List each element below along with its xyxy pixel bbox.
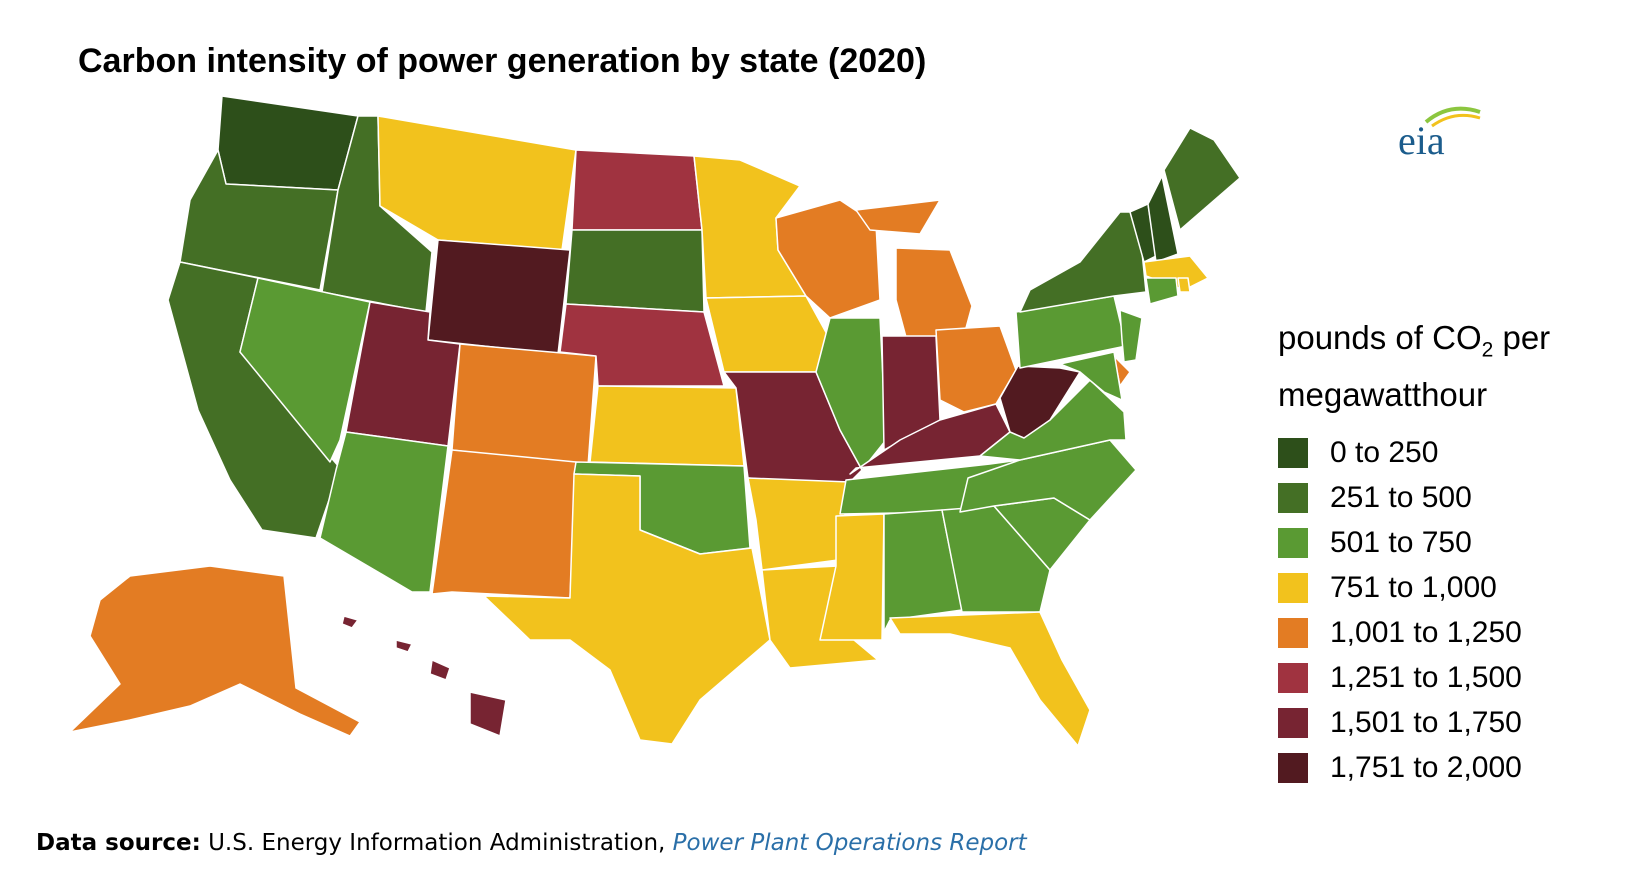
legend: pounds of CO2 per megawatthour 0 to 250 … xyxy=(1278,316,1550,791)
chart-title: Carbon intensity of power generation by … xyxy=(78,42,927,80)
state-il xyxy=(815,317,887,471)
state-ct xyxy=(1145,277,1179,305)
legend-item: 251 to 500 xyxy=(1278,476,1550,521)
legend-swatch xyxy=(1278,618,1308,649)
legend-swatch xyxy=(1278,663,1308,694)
state-ar xyxy=(747,477,851,571)
state-al xyxy=(883,509,963,633)
state-tx xyxy=(483,473,771,745)
state-nj xyxy=(1119,309,1143,363)
state-nh xyxy=(1147,175,1179,263)
legend-swatch xyxy=(1278,438,1308,469)
state-co xyxy=(451,343,597,467)
svg-text:eia: eia xyxy=(1398,118,1445,163)
legend-item: 751 to 1,000 xyxy=(1278,566,1550,611)
legend-swatch xyxy=(1278,573,1308,604)
state-ny xyxy=(1019,211,1147,313)
state-ri xyxy=(1177,277,1191,293)
data-source-note: Data source: U.S. Energy Information Adm… xyxy=(36,830,1027,856)
state-ak xyxy=(69,565,361,737)
legend-item: 1,001 to 1,250 xyxy=(1278,611,1550,656)
state-wi xyxy=(775,199,881,319)
legend-item: 1,251 to 1,500 xyxy=(1278,656,1550,701)
state-md xyxy=(1059,351,1123,401)
state-ky xyxy=(849,403,1011,475)
state-ks xyxy=(589,385,745,467)
legend-item: 501 to 750 xyxy=(1278,521,1550,566)
state-sd xyxy=(565,229,705,313)
state-or xyxy=(179,149,339,291)
eia-logo: eia xyxy=(1398,106,1481,163)
legend-item: 1,751 to 2,000 xyxy=(1278,746,1550,791)
legend-title: pounds of CO2 per megawatthour xyxy=(1278,319,1551,413)
state-nv xyxy=(239,277,371,463)
source-report-link[interactable]: Power Plant Operations Report xyxy=(672,830,1027,856)
state-az xyxy=(319,431,449,593)
legend-item: 1,501 to 1,750 xyxy=(1278,701,1550,746)
legend-item: 0 to 250 xyxy=(1278,431,1550,476)
legend-swatch xyxy=(1278,483,1308,514)
state-me xyxy=(1163,127,1241,231)
state-wa xyxy=(217,95,359,191)
state-ms xyxy=(819,513,885,641)
state-ma xyxy=(1143,255,1209,291)
state-fl xyxy=(889,611,1091,747)
state-nm xyxy=(431,449,577,599)
legend-swatch xyxy=(1278,708,1308,739)
legend-swatch xyxy=(1278,753,1308,784)
legend-swatch xyxy=(1278,528,1308,559)
state-hi xyxy=(341,615,507,737)
state-ia xyxy=(705,295,829,373)
state-nd xyxy=(571,149,703,231)
state-wy xyxy=(427,239,571,355)
